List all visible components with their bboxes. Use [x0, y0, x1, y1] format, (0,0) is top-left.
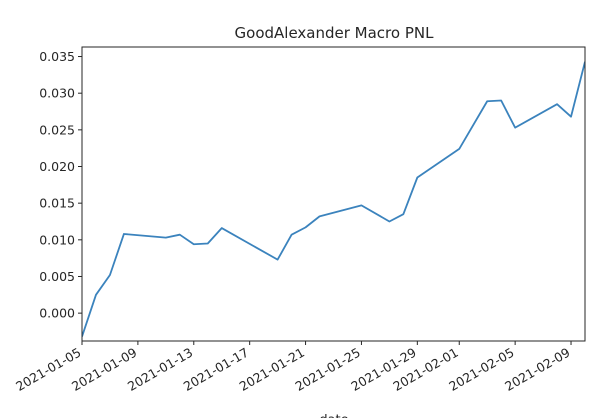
- y-tick-label: 0.030: [39, 86, 75, 101]
- chart-title: GoodAlexander Macro PNL: [235, 24, 435, 42]
- y-tick-label: 0.025: [39, 122, 75, 137]
- x-axis: 2021-01-052021-01-092021-01-132021-01-17…: [13, 341, 573, 394]
- y-tick-label: 0.005: [39, 269, 75, 284]
- y-tick-label: 0.020: [39, 159, 75, 174]
- y-tick-label: 0.015: [39, 196, 75, 211]
- x-axis-label: date: [319, 413, 348, 418]
- y-axis: 0.000 0.005 0.010 0.015 0.020 0.025 0.030 0.035: [39, 49, 82, 321]
- plot-frame: [81, 46, 586, 342]
- series-line: [82, 61, 585, 337]
- y-tick-label: 0.000: [39, 306, 75, 321]
- plot-area: [82, 61, 585, 337]
- y-tick-label: 0.010: [39, 232, 75, 247]
- y-tick-label: 0.035: [39, 49, 75, 64]
